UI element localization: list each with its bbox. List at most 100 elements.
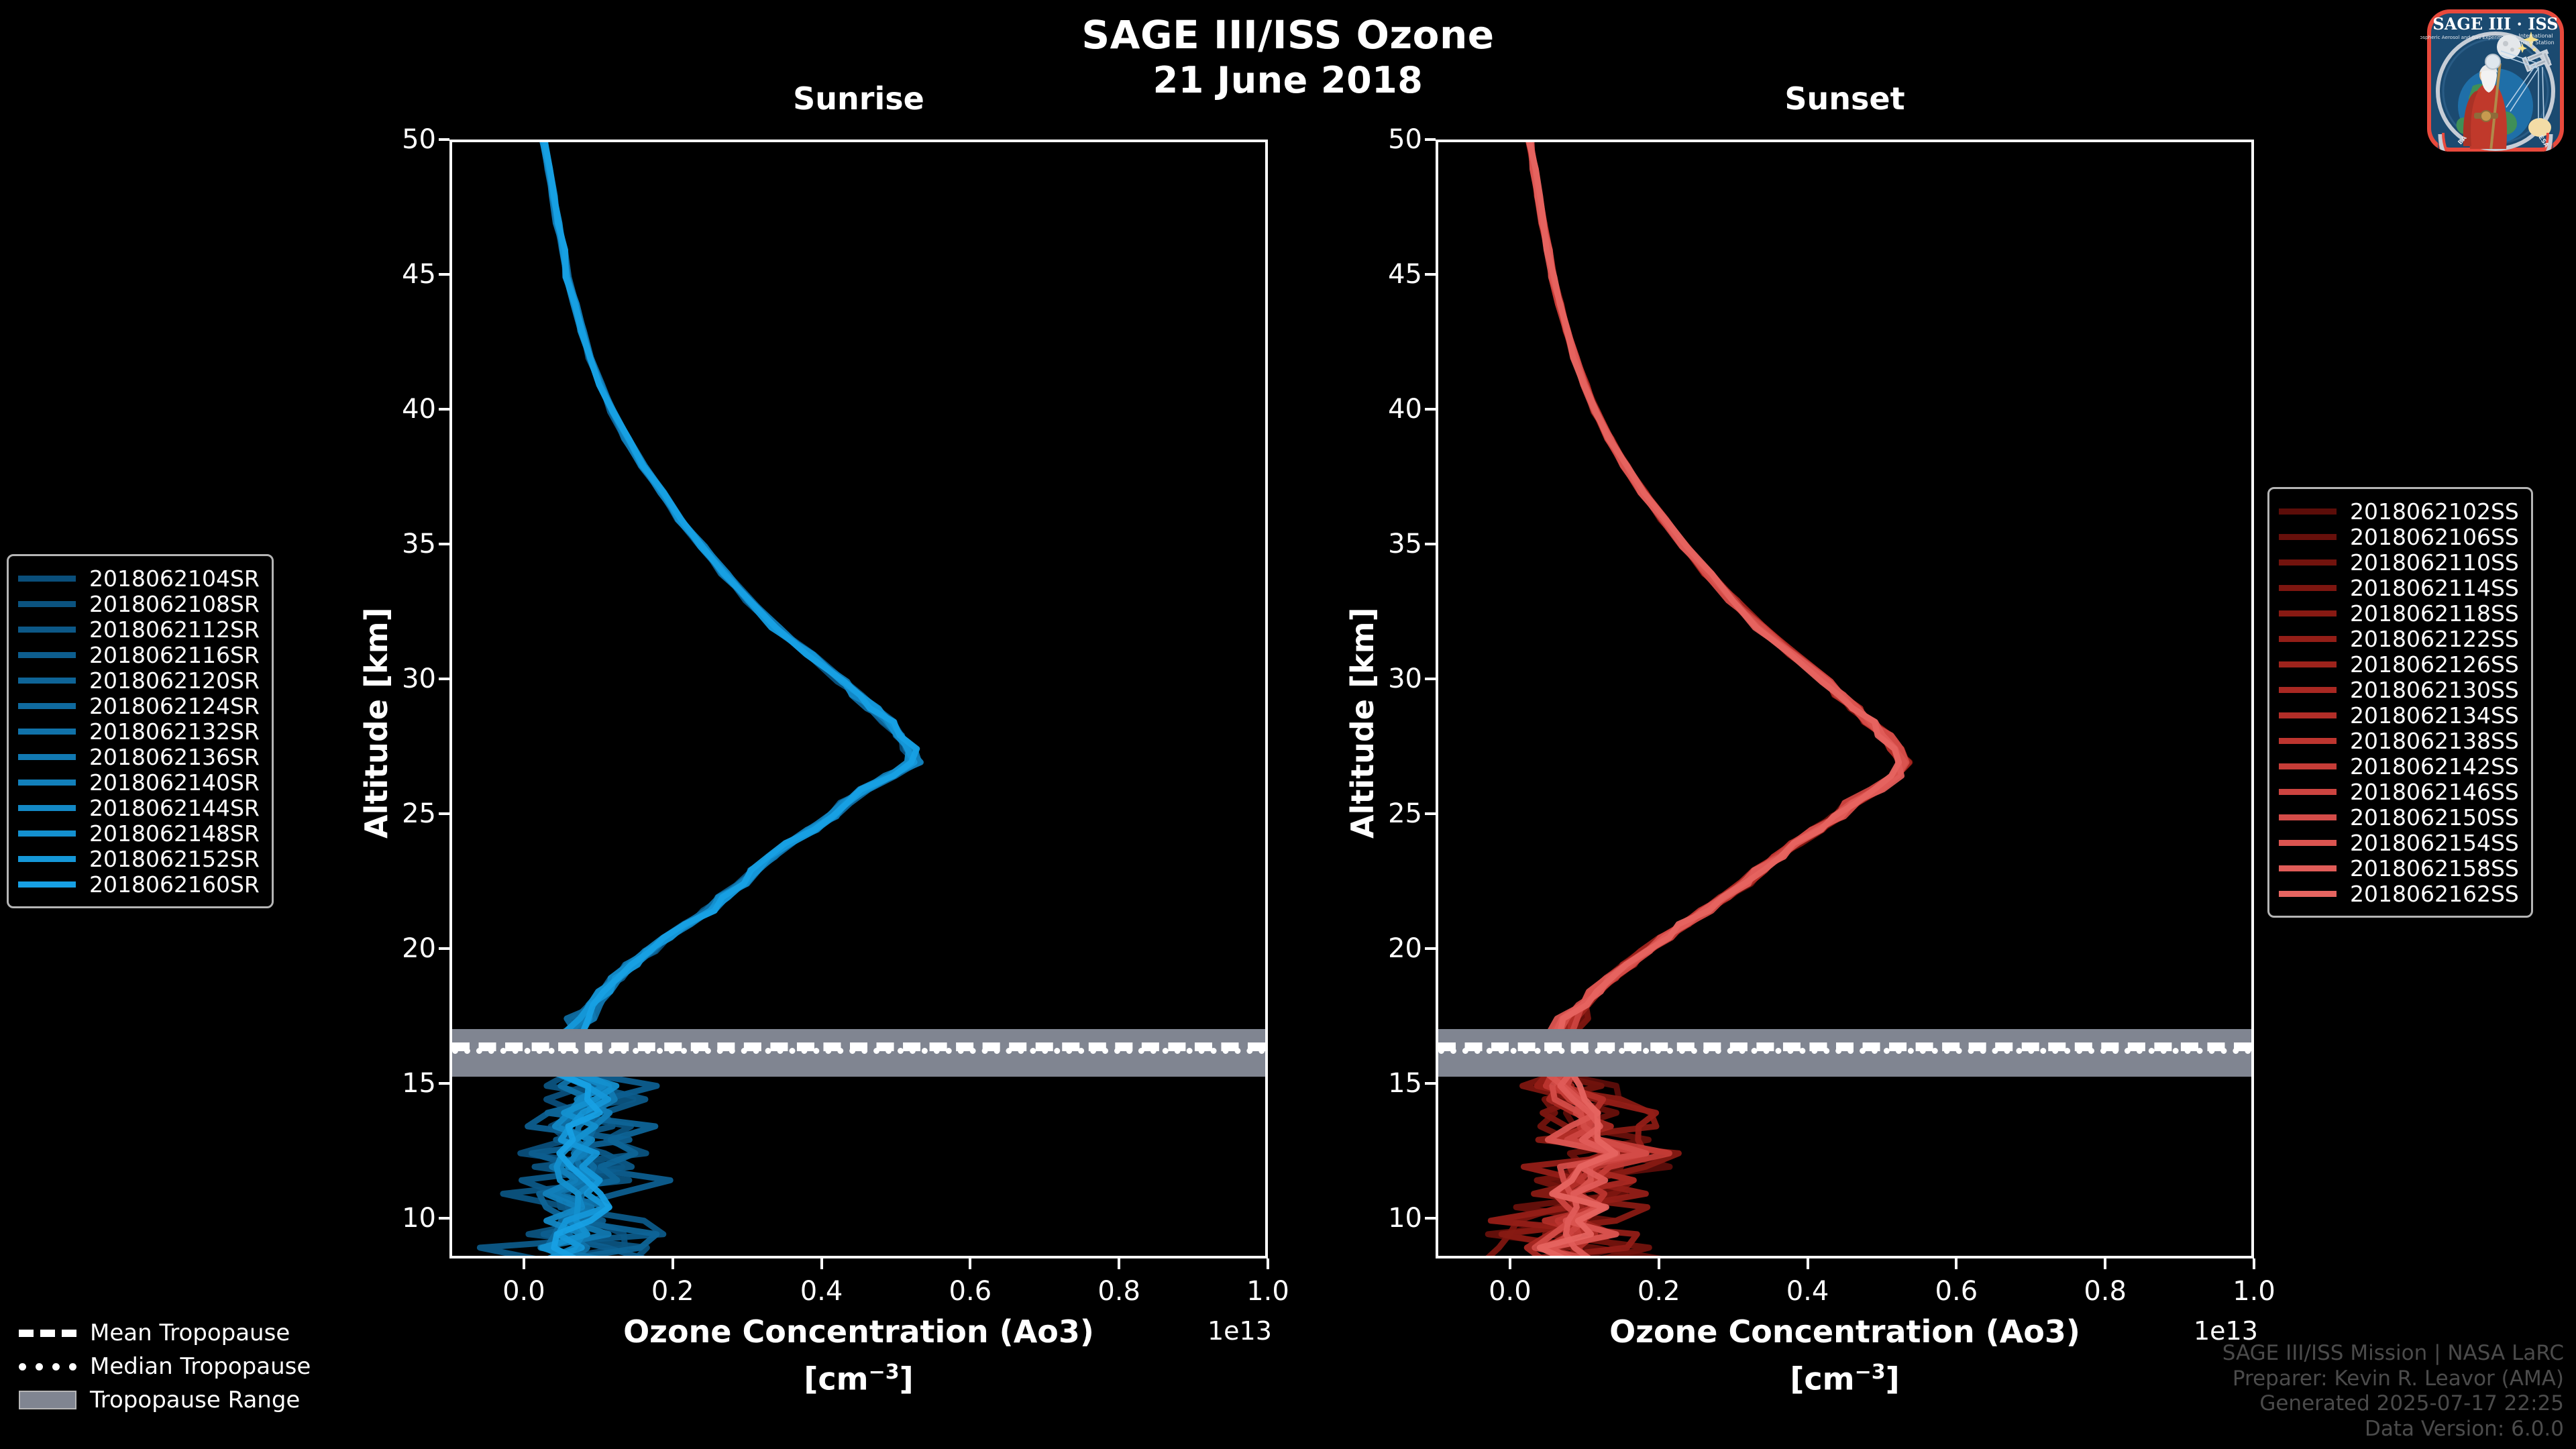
x-tick-mark-sunrise-0.0 [522,1258,525,1269]
legend-sunset-item[interactable]: 2018062154SS [2279,829,2519,856]
legend-sunrise-label: 2018062104SR [89,565,260,592]
legend-sunset-item[interactable]: 2018062134SS [2279,702,2519,729]
legend-sunrise-label: 2018062124SR [89,692,260,719]
legend-sunset-item[interactable]: 2018062106SS [2279,524,2519,550]
legend-sunrise-swatch [18,804,76,811]
legend-sunset-item[interactable]: 2018062138SS [2279,728,2519,754]
x-unit-suffix-2: ] [1885,1360,1900,1397]
y-tick-mark-sunset-35 [1425,542,1436,545]
legend-sunset-label: 2018062146SS [2350,778,2519,805]
y-tick-mark-sunrise-35 [439,542,449,545]
legend-sunset-swatch [2279,788,2337,795]
legend-sunset-label: 2018062162SS [2350,880,2519,907]
legend-sunset-label: 2018062110SS [2350,549,2519,576]
x-axis-offset-sunrise: 1e13 [1208,1316,1272,1346]
y-tick-label-sunrise-35: 35 [402,528,436,559]
page-subtitle: 21 June 2018 [1152,59,1424,101]
plot-area-sunrise[interactable] [449,140,1268,1258]
legend-sunset-item[interactable]: 2018062126SS [2279,651,2519,678]
y-tick-mark-sunset-10 [1425,1216,1436,1220]
y-tick-label-sunrise-20: 20 [402,932,436,964]
legend-sunrise-item[interactable]: 2018062160SR [18,871,260,898]
legend-sunset-item[interactable]: 2018062142SS [2279,753,2519,780]
legend-tropopause-item[interactable]: Tropopause Range [19,1383,311,1417]
y-tick-mark-sunrise-50 [439,138,449,141]
legend-sunset-swatch [2279,712,2337,718]
legend-sunset-label: 2018062154SS [2350,829,2519,856]
legend-sunrise-item[interactable]: 2018062148SR [18,820,260,847]
legend-sunrise-item[interactable]: 2018062132SR [18,718,260,745]
x-tick-label-sunrise-1.0: 1.0 [1246,1276,1289,1307]
legend-sunset-swatch [2279,839,2337,846]
legend-tropopause[interactable]: Mean Tropopause Median Tropopause Tropopau… [9,1307,323,1426]
y-tick-label-sunrise-40: 40 [402,393,436,425]
x-tick-mark-sunset-1.0 [2253,1258,2255,1269]
mean-tropopause-line-sunrise [452,1042,1265,1051]
legend-sunset-item[interactable]: 2018062102SS [2279,498,2519,525]
legend-sunrise-item[interactable]: 2018062120SR [18,667,260,694]
legend-sunset-label: 2018062102SS [2350,498,2519,525]
legend-sunrise-label: 2018062148SR [89,820,260,847]
legend-sunset-swatch [2279,814,2337,820]
legend-sunrise-label: 2018062108SR [89,590,260,617]
legend-sunrise-swatch [18,651,76,658]
legend-sunset-item[interactable]: 2018062110SS [2279,549,2519,576]
x-tick-mark-sunset-0.4 [1806,1258,1809,1269]
legend-sunset-swatch [2279,686,2337,693]
legend-sunrise-label: 2018062140SR [89,769,260,796]
x-tick-label-sunrise-0.6: 0.6 [949,1276,992,1307]
legend-sunset-label: 2018062142SS [2350,753,2519,780]
x-tick-mark-sunrise-0.4 [820,1258,823,1269]
legend-tropopause-label: Tropopause Range [90,1387,301,1413]
legend-sunrise-label: 2018062120SR [89,667,260,694]
y-tick-label-sunrise-50: 50 [402,124,436,155]
legend-sunrise-item[interactable]: 2018062108SR [18,590,260,617]
y-tick-label-sunset-15: 15 [1388,1067,1422,1099]
panel-title-sunrise: Sunrise [793,80,924,117]
legend-sunset-label: 2018062114SS [2350,574,2519,601]
legend-sunset-item[interactable]: 2018062118SS [2279,600,2519,627]
y-tick-label-sunrise-10: 10 [402,1202,436,1234]
legend-sunset-item[interactable]: 2018062150SS [2279,804,2519,830]
legend-sunrise-item[interactable]: 2018062124SR [18,692,260,719]
footer-line: Preparer: Kevin R. Leavor (AMA) [2232,1366,2564,1391]
legend-sunrise-item[interactable]: 2018062116SR [18,641,260,668]
legend-sunrise-item[interactable]: 2018062136SR [18,744,260,770]
x-tick-mark-sunset-0.8 [2104,1258,2107,1269]
legend-sunset-swatch [2279,890,2337,897]
y-tick-mark-sunset-20 [1425,947,1436,950]
legend-sunrise-item[interactable]: 2018062144SR [18,795,260,821]
legend-sunset-item[interactable]: 2018062158SS [2279,855,2519,881]
legend-sunrise-item[interactable]: 2018062140SR [18,769,260,796]
legend-sunrise-item[interactable]: 2018062112SR [18,616,260,643]
legend-sunrise-swatch [18,677,76,684]
legend-sunrise-label: 2018062116SR [89,641,260,668]
x-tick-mark-sunrise-0.8 [1118,1258,1121,1269]
legend-sunset-item[interactable]: 2018062122SS [2279,626,2519,652]
y-tick-mark-sunset-15 [1425,1081,1436,1085]
legend-tropopause-item[interactable]: Mean Tropopause [19,1316,311,1350]
y-tick-label-sunset-45: 45 [1388,258,1422,290]
ozone-profile-line [542,142,920,1256]
legend-sunrise[interactable]: 2018062104SR 2018062108SR 2018062112SR 2018… [7,554,274,908]
legend-sunrise-swatch [18,575,76,582]
legend-sunset-item[interactable]: 2018062114SS [2279,574,2519,601]
legend-sunset-item[interactable]: 2018062130SS [2279,677,2519,703]
legend-tropopause-item[interactable]: Median Tropopause [19,1350,311,1383]
x-unit-prefix-2: [cm [1790,1360,1855,1397]
legend-sunset-item[interactable]: 2018062146SS [2279,778,2519,805]
legend-sunrise-label: 2018062152SR [89,845,260,872]
legend-sunrise-swatch [18,728,76,735]
legend-sunrise-item[interactable]: 2018062152SR [18,845,260,872]
legend-tropopause-swatch-dotted [19,1362,76,1371]
legend-sunset[interactable]: 2018062102SS 2018062106SS 2018062110SS 2018… [2267,487,2533,918]
ozone-profile-line [1527,142,1913,1256]
ozone-profile-line [541,142,915,1256]
plot-area-sunset[interactable] [1436,140,2254,1258]
legend-sunrise-swatch [18,855,76,862]
legend-sunset-item[interactable]: 2018062162SS [2279,880,2519,907]
x-unit-prefix: [cm [804,1360,869,1397]
x-unit-exponent: −3 [868,1360,900,1384]
legend-sunrise-item[interactable]: 2018062104SR [18,565,260,592]
y-tick-mark-sunrise-15 [439,1081,449,1085]
